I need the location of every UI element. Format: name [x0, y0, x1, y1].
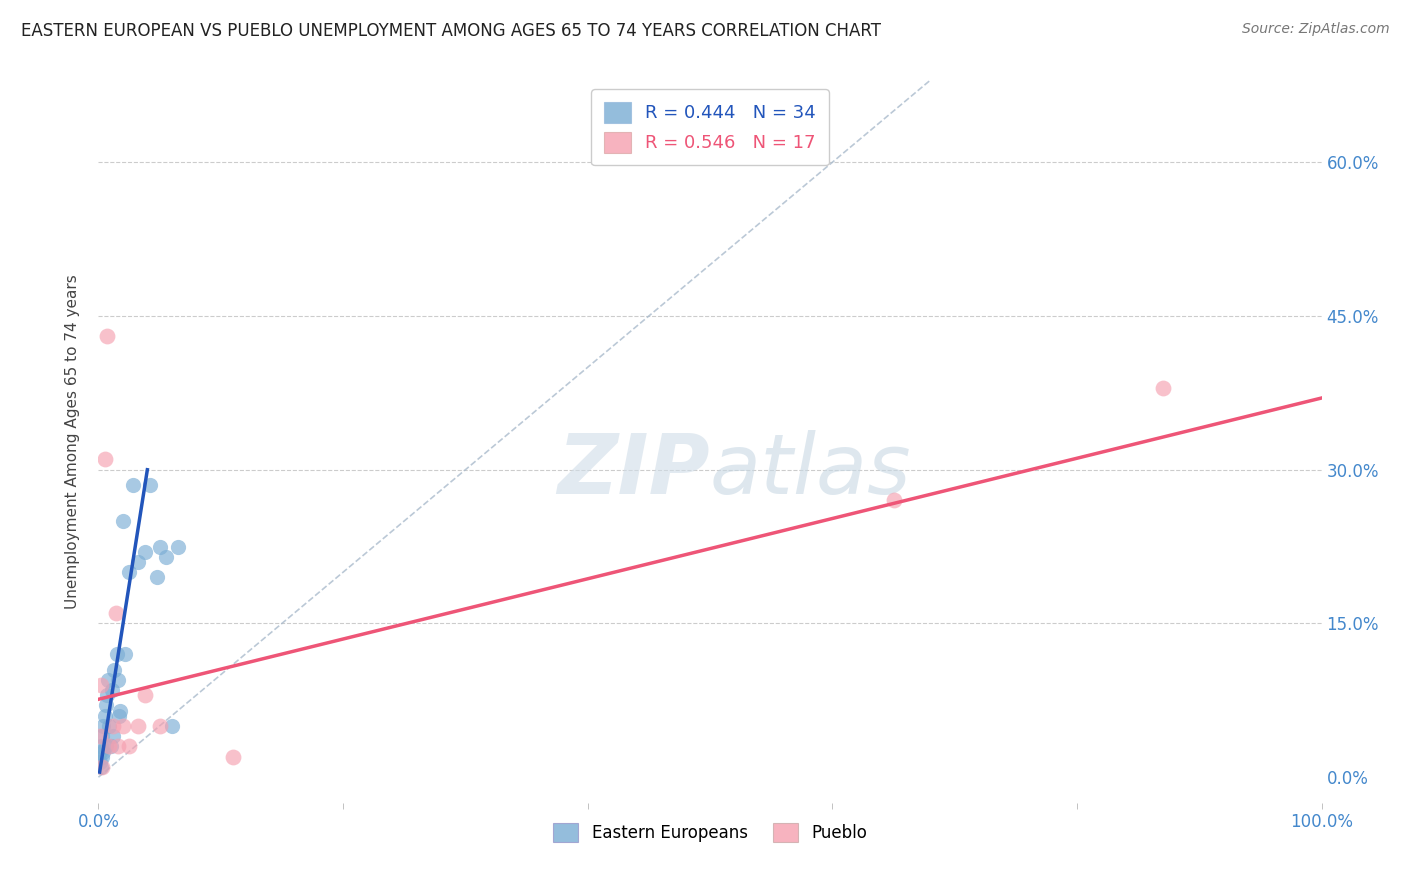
Legend: Eastern Europeans, Pueblo: Eastern Europeans, Pueblo	[547, 816, 873, 848]
Point	[91, 749, 114, 764]
Text: EASTERN EUROPEAN VS PUEBLO UNEMPLOYMENT AMONG AGES 65 TO 74 YEARS CORRELATION CH: EASTERN EUROPEAN VS PUEBLO UNEMPLOYMENT …	[21, 22, 882, 40]
Point	[139, 478, 162, 492]
Point	[107, 739, 129, 754]
Point	[110, 704, 132, 718]
Point	[105, 647, 128, 661]
Point	[101, 719, 124, 733]
Point	[90, 760, 112, 774]
Point	[108, 708, 131, 723]
Text: ZIP: ZIP	[557, 430, 710, 511]
Point	[111, 514, 134, 528]
Point	[155, 549, 177, 564]
Point	[127, 719, 149, 733]
Point	[149, 540, 172, 554]
Point	[134, 688, 156, 702]
Point	[93, 452, 115, 467]
Point	[121, 478, 143, 492]
Point	[91, 729, 114, 743]
Point	[90, 739, 112, 754]
Text: Source: ZipAtlas.com: Source: ZipAtlas.com	[1241, 22, 1389, 37]
Point	[134, 545, 156, 559]
Point	[149, 719, 172, 733]
Point	[94, 698, 117, 713]
Point	[100, 739, 122, 754]
Point	[222, 749, 245, 764]
Point	[96, 688, 118, 702]
Point	[103, 663, 125, 677]
Point	[107, 673, 129, 687]
Point	[89, 755, 111, 769]
Point	[91, 745, 114, 759]
Point	[101, 683, 124, 698]
Point	[94, 739, 117, 754]
Point	[91, 760, 114, 774]
Point	[111, 719, 134, 733]
Point	[98, 719, 121, 733]
Point	[89, 745, 111, 759]
Point	[91, 719, 114, 733]
Point	[118, 565, 141, 579]
Point	[114, 647, 136, 661]
Y-axis label: Unemployment Among Ages 65 to 74 years: Unemployment Among Ages 65 to 74 years	[65, 274, 80, 609]
Point	[90, 678, 112, 692]
Text: atlas: atlas	[710, 430, 911, 511]
Point	[101, 729, 124, 743]
Point	[883, 493, 905, 508]
Point	[1152, 381, 1174, 395]
Point	[98, 739, 121, 754]
Point	[104, 606, 127, 620]
Point	[146, 570, 169, 584]
Point	[160, 719, 183, 733]
Point	[89, 729, 111, 743]
Point	[97, 673, 120, 687]
Point	[118, 739, 141, 754]
Point	[93, 708, 115, 723]
Point	[167, 540, 190, 554]
Point	[96, 329, 118, 343]
Point	[127, 555, 149, 569]
